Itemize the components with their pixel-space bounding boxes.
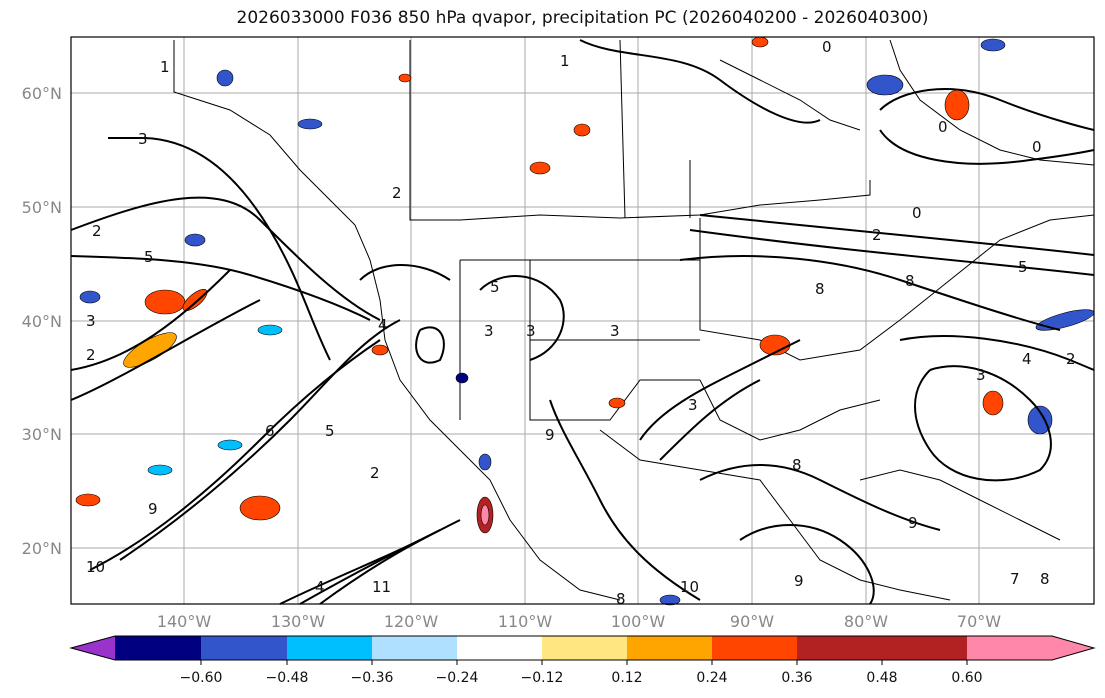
colorbar-tick-label: −0.60	[180, 670, 223, 686]
contour-label: 10	[680, 578, 699, 596]
colorbar-segment	[542, 636, 627, 660]
contour-labels: 1 1 0 0 0 3 2 0 2 5 2 5 3 4 3 3 3 5 8 8 …	[86, 38, 1076, 608]
lat-label: 60°N	[22, 84, 62, 103]
contour-label: 8	[792, 456, 802, 474]
contour-label: 3	[976, 366, 986, 384]
contour-label: 8	[815, 280, 825, 298]
contour-label: 3	[86, 312, 96, 330]
colorbar-tick-label: −0.36	[351, 670, 394, 686]
lon-label: 140°W	[157, 612, 212, 631]
contour-label: 9	[794, 572, 804, 590]
lon-label: 70°W	[957, 612, 1001, 631]
colorbar-tick-label: 0.48	[866, 670, 897, 686]
contour-label: 8	[905, 272, 915, 290]
contour-label: 9	[545, 426, 555, 444]
colorbar: −0.60 −0.48 −0.36 −0.24 −0.12 0.12 0.24 …	[69, 635, 1096, 686]
contour-label: 0	[912, 204, 922, 222]
contour-label: 2	[1066, 350, 1076, 368]
colorbar-segment	[457, 636, 542, 660]
map-frame	[70, 36, 1095, 605]
colorbar-tick-label: 0.24	[696, 670, 727, 686]
contour-label: 2	[92, 222, 102, 240]
colorbar-tick-label: 0.60	[951, 670, 982, 686]
contour-label: 6	[265, 422, 275, 440]
lat-labels: 60°N 50°N 40°N 30°N 20°N	[22, 84, 62, 558]
coastlines	[173, 39, 1095, 601]
colorbar-segment	[115, 636, 201, 660]
contour-label: 3	[610, 322, 620, 340]
contour-label: 0	[938, 118, 948, 136]
lon-labels: 140°W 130°W 120°W 110°W 100°W 90°W 80°W …	[157, 612, 1001, 631]
contour-label: 5	[490, 278, 500, 296]
colorbar-segment	[967, 636, 1052, 660]
lon-label: 110°W	[498, 612, 553, 631]
contour-label: 5	[144, 248, 154, 266]
colorbar-segment	[627, 636, 712, 660]
contour-label: 3	[688, 396, 698, 414]
contour-label: 3	[138, 130, 148, 148]
contour-label: 3	[526, 322, 536, 340]
contour-label: 4	[315, 578, 325, 596]
colorbar-segment	[882, 636, 967, 660]
lon-label: 130°W	[271, 612, 326, 631]
colorbar-segment	[1052, 636, 1094, 660]
contour-label: 9	[148, 500, 158, 518]
contour-label: 2	[392, 184, 402, 202]
colorbar-segment	[201, 636, 287, 660]
contour-label: 0	[822, 38, 832, 56]
contour-label: 11	[372, 578, 391, 596]
contour-label: 0	[1032, 138, 1042, 156]
contour-label: 10	[86, 558, 105, 576]
lat-label: 20°N	[22, 539, 62, 558]
contour-label: 1	[160, 58, 170, 76]
contour-label: 8	[1040, 570, 1050, 588]
colorbar-tick-label: −0.12	[521, 670, 564, 686]
lon-label: 90°W	[730, 612, 774, 631]
colorbar-segment	[71, 636, 115, 660]
contour-label: 8	[616, 590, 626, 608]
colorbar-tick-label: 0.36	[781, 670, 812, 686]
lon-label: 100°W	[611, 612, 666, 631]
colorbar-tick-label: −0.48	[266, 670, 309, 686]
lon-label: 80°W	[844, 612, 888, 631]
lat-label: 40°N	[22, 312, 62, 331]
contour-label: 2	[86, 346, 96, 364]
contour-label: 7	[1010, 570, 1020, 588]
contour-label: 4	[1022, 350, 1032, 368]
lon-label: 120°W	[384, 612, 439, 631]
map-title: 2026033000 F036 850 hPa qvapor, precipit…	[236, 8, 929, 28]
gridlines	[71, 37, 1094, 604]
contour-label: 5	[325, 422, 335, 440]
contour-label: 2	[872, 226, 882, 244]
colorbar-segment	[797, 636, 882, 660]
contour-label: 9	[908, 514, 918, 532]
contour-label: 1	[560, 52, 570, 70]
contour-label: 4	[378, 316, 388, 334]
lat-label: 30°N	[22, 425, 62, 444]
colorbar-segment	[372, 636, 457, 660]
precip-shading	[75, 36, 1095, 606]
colorbar-segment	[712, 636, 797, 660]
colorbar-tick-label: −0.24	[436, 670, 479, 686]
lat-label: 50°N	[22, 198, 62, 217]
colorbar-segment	[287, 636, 372, 660]
colorbar-tick-label: 0.12	[611, 670, 642, 686]
contour-label: 2	[370, 464, 380, 482]
contours	[70, 39, 1095, 605]
contour-label: 3	[484, 322, 494, 340]
contour-label: 5	[1018, 258, 1028, 276]
